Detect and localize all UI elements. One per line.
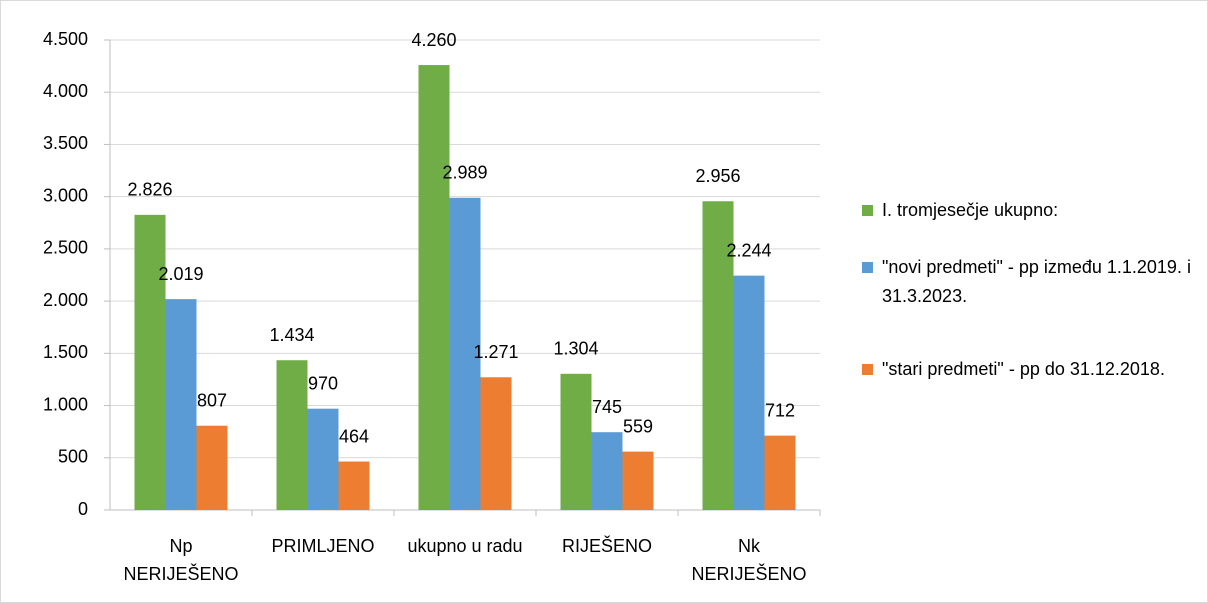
bar (307, 408, 339, 510)
y-tick-label: 1.000 (43, 394, 88, 414)
data-label: 1.434 (269, 325, 314, 345)
y-tick-label: 0 (78, 499, 88, 519)
data-label: 970 (308, 373, 338, 393)
y-tick-label: 2.500 (43, 238, 88, 258)
bar (733, 275, 765, 510)
y-tick-label: 3.000 (43, 185, 88, 205)
data-label: 4.260 (411, 30, 456, 50)
data-label: 2.244 (726, 240, 771, 260)
bar (338, 461, 370, 510)
data-label: 2.826 (127, 180, 172, 200)
y-tick-label: 4.000 (43, 81, 88, 101)
data-label: 807 (197, 390, 227, 410)
legend-swatch (862, 364, 873, 375)
legend-entry: "novi predmeti" - pp između 1.1.2019. i … (862, 253, 1202, 311)
legend-label: I. tromjesečje ukupno: (882, 200, 1059, 220)
bar (622, 451, 654, 510)
data-label: 1.304 (553, 339, 598, 359)
bar (196, 425, 228, 510)
y-tick-label: 1.500 (43, 342, 88, 362)
data-label: 712 (765, 400, 795, 420)
bar (764, 435, 796, 510)
bar (560, 373, 592, 510)
legend-swatch (862, 205, 873, 216)
bar (165, 299, 197, 510)
data-label: 1.271 (473, 342, 518, 362)
data-label: 2.019 (158, 264, 203, 284)
y-tick-label: 500 (58, 447, 88, 467)
bar (449, 197, 481, 510)
y-tick-label: 4.500 (43, 29, 88, 49)
legend-entry: "stari predmeti" - pp do 31.12.2018. (862, 355, 1202, 384)
data-label: 2.956 (695, 166, 740, 186)
legend-swatch (862, 262, 873, 273)
x-tick-label: Nk NERIJEŠENO (691, 536, 807, 584)
bar (418, 65, 450, 511)
y-tick-label: 3.500 (43, 133, 88, 153)
x-tick-label: RIJEŠENO (561, 536, 653, 556)
data-label: 464 (339, 426, 369, 446)
y-tick-label: 2.000 (43, 290, 88, 310)
bar (480, 377, 512, 510)
x-tick-label: Np NERIJEŠENO (123, 536, 239, 584)
legend-label: "novi predmeti" - pp između 1.1.2019. i … (882, 257, 1191, 306)
data-label: 559 (623, 416, 653, 436)
bar (702, 201, 734, 511)
legend-entry: I. tromjesečje ukupno: (862, 196, 1202, 225)
x-tick-label: PRIMLJENO (271, 536, 375, 556)
bar (591, 432, 623, 510)
legend-label: "stari predmeti" - pp do 31.12.2018. (882, 359, 1165, 379)
data-label: 745 (592, 397, 622, 417)
data-label: 2.989 (442, 163, 487, 183)
bar (276, 360, 308, 510)
x-tick-label: ukupno u radu (407, 536, 523, 556)
bar (134, 214, 166, 510)
